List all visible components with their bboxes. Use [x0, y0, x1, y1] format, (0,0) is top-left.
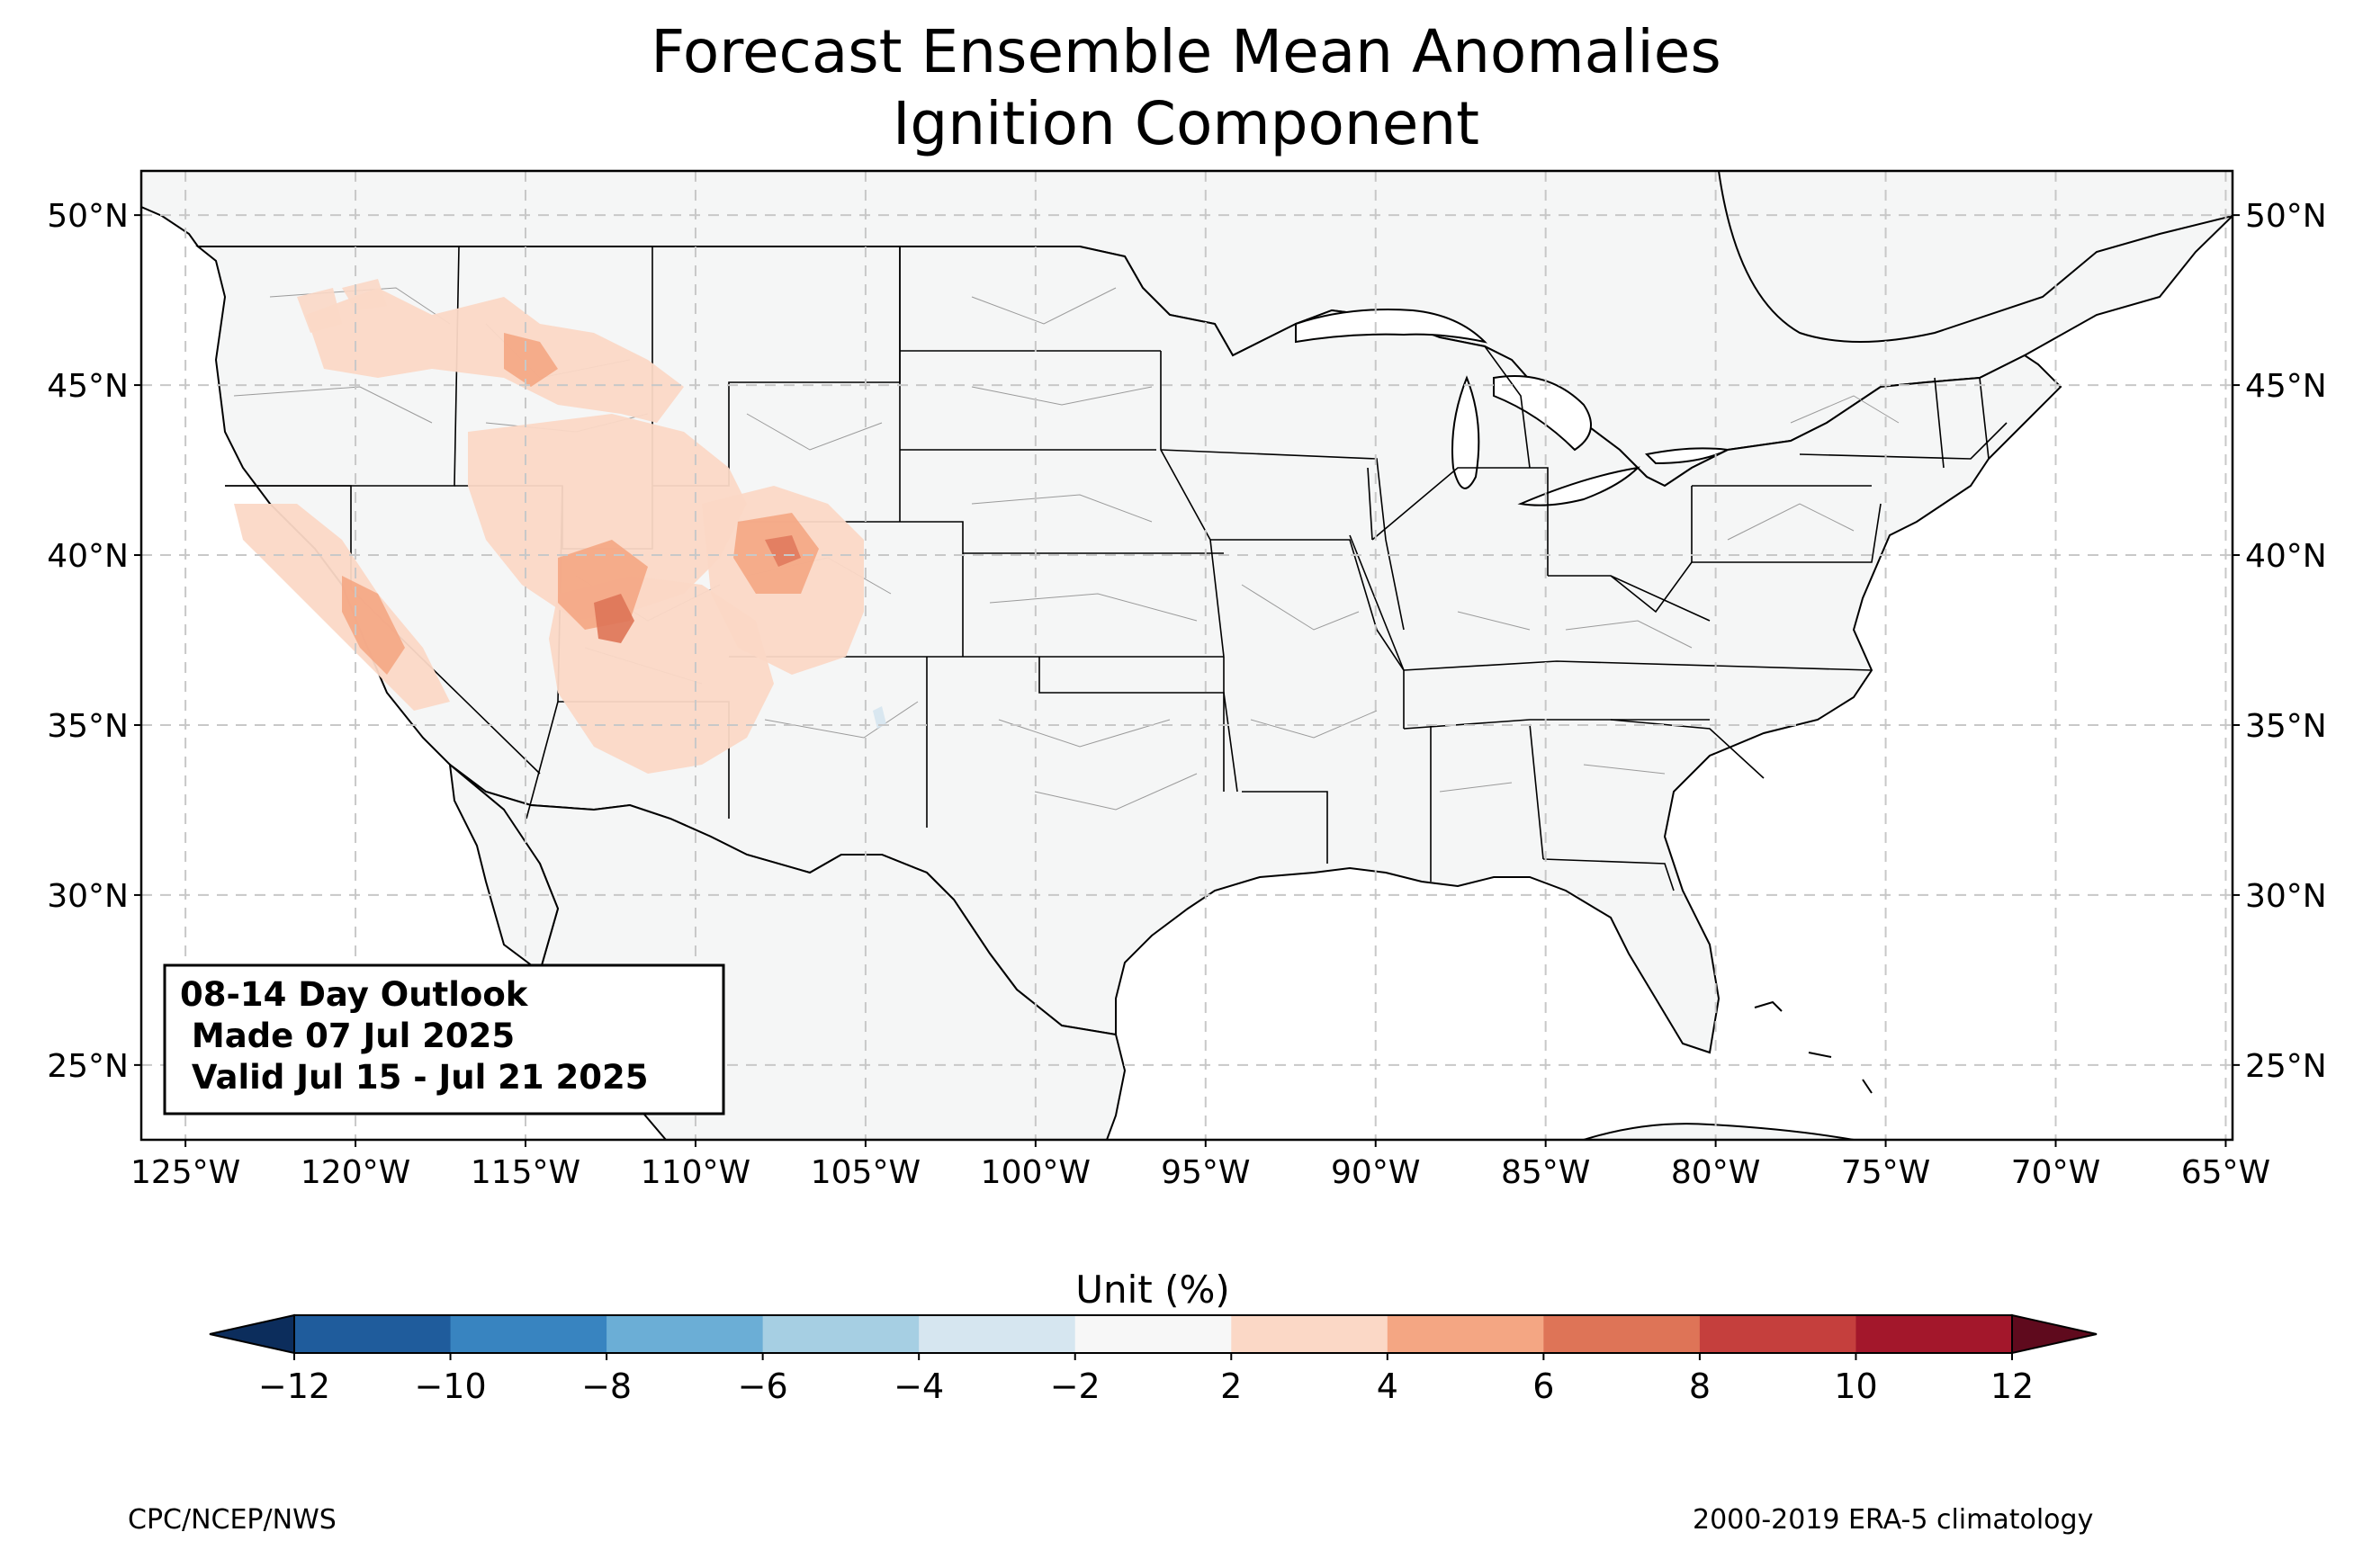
colorbar-tick-label: 2	[1220, 1366, 1242, 1406]
map-title: Forecast Ensemble Mean Anomalies Ignitio…	[0, 16, 2372, 160]
lat-tick-label: 30°N	[2245, 878, 2327, 915]
lon-tick-label: 80°W	[1671, 1154, 1760, 1191]
colorbar-tick-label: 12	[1990, 1366, 2034, 1406]
lat-tick-label: 45°N	[47, 368, 129, 405]
colorbar-tick-label: −12	[258, 1366, 330, 1406]
lon-tick-label: 85°W	[1501, 1154, 1590, 1191]
lon-tick-label: 120°W	[301, 1154, 410, 1191]
colorbar-over-arrow	[2011, 1313, 2098, 1355]
lat-tick-label: 50°N	[47, 198, 129, 235]
colorbar-swatch	[1699, 1315, 1856, 1353]
footer-source: CPC/NCEP/NWS	[128, 1504, 337, 1536]
outlook-line-1: 08-14 Day Outlook	[180, 975, 529, 1014]
colorbar-tick-label: −6	[738, 1366, 788, 1406]
outlook-valid-dates: Valid Jul 15 - Jul 21 2025	[180, 1058, 649, 1097]
lon-tick-label: 110°W	[641, 1154, 750, 1191]
colorbar-tick-label: −10	[414, 1366, 486, 1406]
colorbar-tick-label: 10	[1834, 1366, 1877, 1406]
great-basin-anomaly	[468, 414, 747, 621]
colorbar-swatch	[1074, 1315, 1232, 1353]
lat-tick-label: 45°N	[2245, 368, 2327, 405]
colorbar-tick-label: −2	[1050, 1366, 1101, 1406]
colorbar-swatch	[1543, 1315, 1701, 1353]
lon-tick-label: 100°W	[981, 1154, 1091, 1191]
great-lakes	[1295, 309, 1731, 506]
lat-tick-labels-right: 50°N 45°N 40°N 35°N 30°N 25°N	[2245, 198, 2327, 1085]
colorbar-swatch	[762, 1315, 920, 1353]
lon-tick-labels: 125°W 120°W 115°W 110°W 105°W 100°W 95°W 90°W 85…	[130, 1154, 2270, 1191]
outlook-box: 08-14 Day Outlook Made 07 Jul 2025 Valid…	[163, 963, 725, 1116]
southwest-utah-anomaly	[594, 594, 634, 643]
lon-tick-label: 125°W	[130, 1154, 240, 1191]
lon-tick-label: 115°W	[471, 1154, 580, 1191]
anomaly-shading	[234, 279, 886, 774]
lat-tick-label: 35°N	[47, 708, 129, 745]
outlook-made-date: Made 07 Jul 2025	[180, 1017, 515, 1055]
lat-tick-label: 50°N	[2245, 198, 2327, 235]
gridlines	[141, 171, 2233, 1140]
colorbar-tick-label: 6	[1532, 1366, 1554, 1406]
lon-tick-label: 105°W	[811, 1154, 921, 1191]
colorbar-swatch	[1231, 1315, 1388, 1353]
northern-rockies-anomaly	[306, 288, 684, 423]
lon-tick-label: 95°W	[1161, 1154, 1250, 1191]
colorbar-tick-label: −4	[894, 1366, 944, 1406]
title-line-2: Ignition Component	[892, 89, 1480, 158]
lon-tick-label: 65°W	[2181, 1154, 2270, 1191]
colorbar-tick-label: 4	[1377, 1366, 1398, 1406]
lon-tick-label: 75°W	[1841, 1154, 1930, 1191]
lat-tick-labels-left: 50°N 45°N 40°N 35°N 30°N 25°N	[47, 198, 129, 1085]
lat-tick-label: 25°N	[47, 1048, 129, 1085]
colorbar-swatch	[919, 1315, 1076, 1353]
colorbar-tick-label: −8	[581, 1366, 632, 1406]
colorbar-swatch	[606, 1315, 764, 1353]
colorbar-tick-label: 8	[1689, 1366, 1711, 1406]
colorbar-swatch	[450, 1315, 607, 1353]
lat-tick-label: 30°N	[47, 878, 129, 915]
lon-tick-label: 70°W	[2011, 1154, 2100, 1191]
lat-tick-label: 35°N	[2245, 708, 2327, 745]
colorbar-swatch	[294, 1315, 452, 1353]
lon-tick-label: 90°W	[1331, 1154, 1420, 1191]
lat-tick-label: 25°N	[2245, 1048, 2327, 1085]
colorbar-swatch	[1855, 1315, 2013, 1353]
colorbar-under-arrow	[209, 1313, 295, 1355]
lat-tick-label: 40°N	[2245, 538, 2327, 575]
colorbar-frame	[293, 1314, 2013, 1354]
lat-tick-label: 40°N	[47, 538, 129, 575]
colorbar-swatch	[1387, 1315, 1544, 1353]
map-frame	[139, 169, 2234, 1142]
title-line-1: Forecast Ensemble Mean Anomalies	[651, 17, 1721, 86]
footer-climatology: 2000-2019 ERA-5 climatology	[1693, 1504, 2094, 1536]
colorbar-label: Unit (%)	[1075, 1268, 1230, 1312]
